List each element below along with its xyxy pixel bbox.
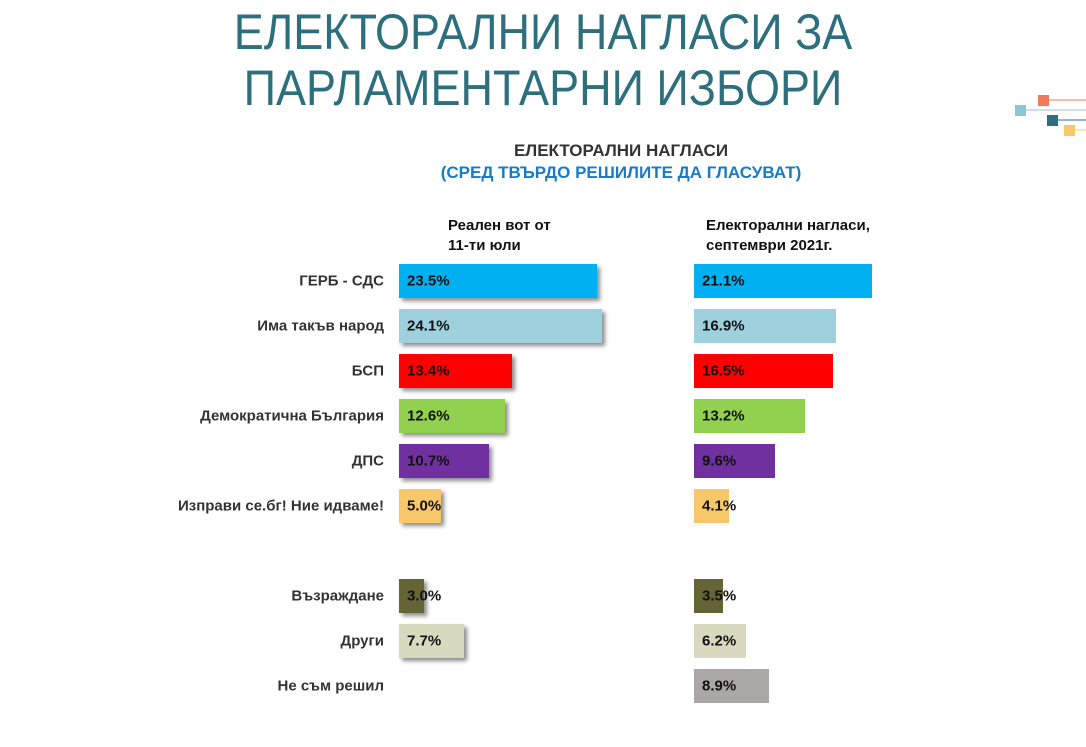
bar-july <box>399 354 512 388</box>
bar-september <box>694 444 775 478</box>
bar-september <box>694 624 747 658</box>
bar-september <box>694 264 872 298</box>
data-label: 7.7% <box>407 632 442 650</box>
series-header-line: Реален вот от <box>448 217 551 234</box>
bar-july <box>399 444 490 478</box>
data-label: 10.7% <box>407 452 450 470</box>
category-label: Изправи се.бг! Ние идваме! <box>177 497 384 515</box>
data-label: 5.0% <box>407 497 442 515</box>
series-header-line: Електорални нагласи, <box>706 217 870 234</box>
page-title: ЕЛЕКТОРАЛНИ НАГЛАСИ ЗА ПАРЛАМЕНТАРНИ ИЗБ… <box>233 4 853 116</box>
data-label: 12.6% <box>407 407 450 425</box>
data-label: 13.4% <box>407 362 450 380</box>
category-label: ГЕРБ - СДС <box>299 272 384 290</box>
bar-july <box>399 264 597 298</box>
series-header-line: 11-ти юли <box>448 237 521 254</box>
bar-september <box>694 399 806 433</box>
bar-july <box>399 309 602 343</box>
bar-september <box>694 579 724 613</box>
chart-subtitle: (СРЕД ТВЪРДО РЕШИЛИТЕ ДА ГЛАСУВАТ) <box>440 163 802 182</box>
series-header-line: септември 2021г. <box>706 237 833 254</box>
bar-july <box>399 399 506 433</box>
category-label: ДПС <box>351 452 384 470</box>
category-label: Има такъв народ <box>257 317 384 335</box>
bar-september <box>694 669 769 703</box>
data-label: 3.0% <box>407 587 442 605</box>
data-label: 16.5% <box>702 362 745 380</box>
data-label: 13.2% <box>702 407 745 425</box>
bar-july <box>399 624 464 658</box>
series-header-september: Електорални нагласи, септември 2021г. <box>706 216 870 256</box>
category-label: Възраждане <box>291 587 384 605</box>
data-label: 8.9% <box>702 677 737 695</box>
bar-september <box>694 309 837 343</box>
data-label: 9.6% <box>702 452 737 470</box>
data-label: 21.1% <box>702 272 745 290</box>
category-label: Други <box>340 632 384 650</box>
data-label: 23.5% <box>407 272 450 290</box>
data-label: 4.1% <box>702 497 737 515</box>
chart-title: ЕЛЕКТОРАЛНИ НАГЛАСИ <box>513 141 729 160</box>
category-label: Демократична България <box>200 407 384 425</box>
series-header-july: Реален вот от 11-ти юли <box>448 216 551 256</box>
category-label: Не съм решил <box>277 677 384 695</box>
bar-september <box>694 354 833 388</box>
data-label: 16.9% <box>702 317 745 335</box>
decorative-squares-icon <box>1015 95 1086 136</box>
data-label: 6.2% <box>702 632 737 650</box>
category-label: БСП <box>351 362 384 380</box>
bar-july <box>399 579 425 613</box>
data-label: 24.1% <box>407 317 450 335</box>
bar-july <box>399 489 442 523</box>
bar-september <box>694 489 729 523</box>
data-label: 3.5% <box>702 587 737 605</box>
